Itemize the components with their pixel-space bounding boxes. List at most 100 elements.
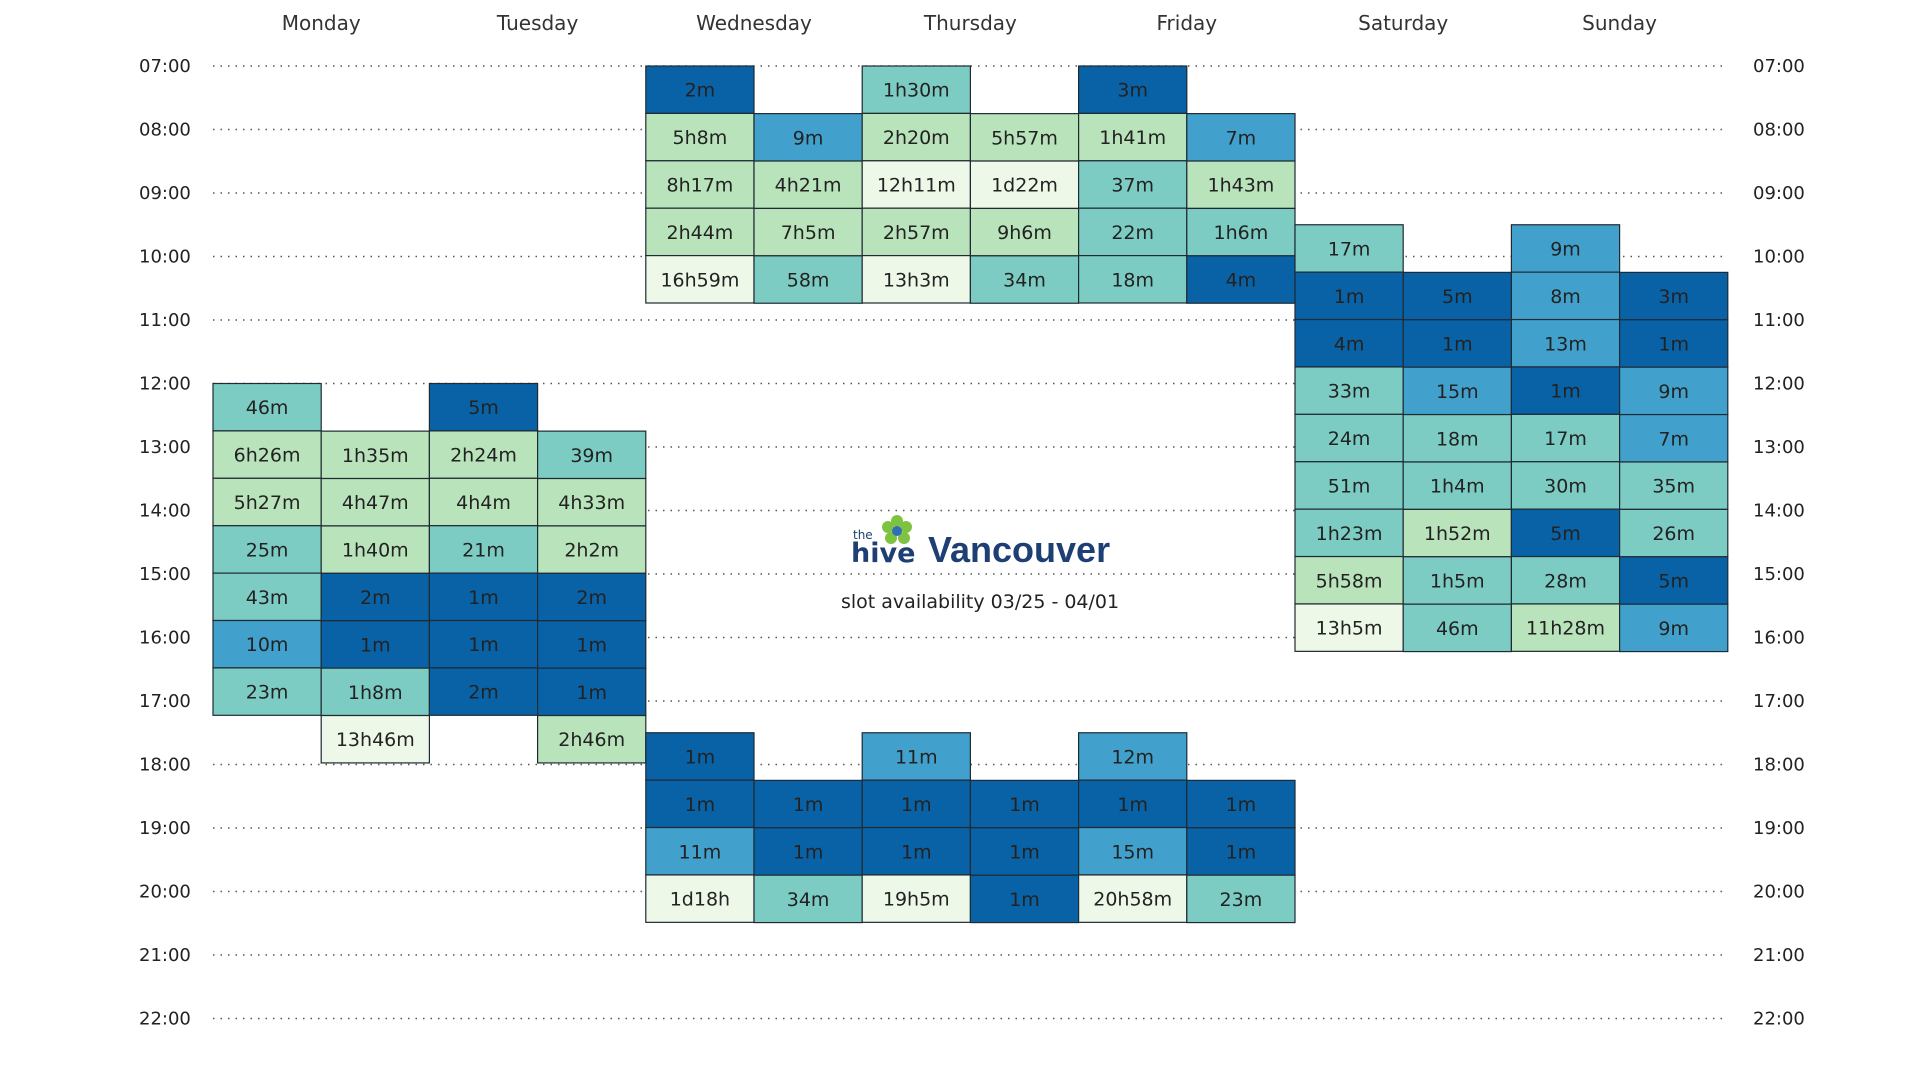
slot-value-label: 9m	[793, 127, 824, 149]
slot-block	[536, 477, 647, 527]
slot-value-label: 7h5m	[781, 222, 836, 244]
slot-block	[536, 620, 647, 669]
chart-subtitle: slot availability 03/25 - 04/01	[841, 591, 1119, 613]
slot-value-label: 11m	[895, 746, 938, 768]
slot-block	[428, 619, 539, 669]
time-label-right: 12:00	[1753, 374, 1805, 395]
slot-block	[1294, 508, 1404, 558]
slot-block	[969, 207, 1080, 257]
slot-value-label: 5m	[468, 397, 499, 419]
logo-city: Vancouver	[928, 529, 1110, 570]
slot-block	[1618, 508, 1729, 558]
slot-value-label: 2h24m	[450, 445, 517, 467]
time-label-left: 13:00	[139, 437, 191, 458]
slot-value-label: 5m	[1658, 570, 1689, 592]
slot-block	[428, 572, 539, 622]
slot-value-label: 1m	[793, 841, 824, 863]
slot-block	[969, 113, 1080, 162]
chart-title: the hive Vancouver slot availability 03/…	[841, 515, 1119, 613]
slot-block	[861, 255, 972, 304]
slot-block	[536, 667, 647, 717]
slot-value-label: 34m	[1003, 270, 1046, 292]
time-label-right: 17:00	[1753, 691, 1805, 712]
slot-block	[428, 525, 539, 574]
slot-value-label: 5h8m	[673, 127, 728, 149]
slot-block	[861, 732, 972, 781]
slot-block	[212, 477, 322, 527]
slot-value-label: 21m	[462, 539, 505, 561]
slot-value-label: 1m	[1009, 841, 1040, 863]
slot-value-label: 39m	[570, 445, 613, 467]
slot-value-label: 30m	[1544, 475, 1587, 497]
slot-value-label: 33m	[1328, 381, 1371, 403]
slot-value-label: 5m	[1442, 286, 1473, 308]
slot-value-label: 34m	[787, 889, 830, 911]
slot-block	[645, 874, 755, 923]
slot-value-label: 58m	[787, 270, 830, 292]
slot-block	[1402, 413, 1512, 463]
slot-block	[1186, 827, 1296, 876]
slot-block	[1510, 271, 1621, 321]
slot-block	[1186, 113, 1296, 162]
slot-block	[1402, 366, 1512, 416]
slot-value-label: 4m	[1334, 333, 1365, 355]
time-label-left: 22:00	[139, 1009, 191, 1030]
time-label-left: 12:00	[139, 374, 191, 395]
slot-value-label: 37m	[1111, 175, 1154, 197]
time-label-right: 11:00	[1753, 310, 1805, 331]
day-label: Saturday	[1358, 11, 1448, 35]
slot-value-label: 10m	[246, 634, 289, 656]
slot-block	[1618, 603, 1729, 653]
slot-value-label: 1m	[1658, 333, 1689, 355]
slot-value-label: 46m	[1436, 618, 1479, 640]
slot-value-label: 1m	[793, 794, 824, 816]
slot-block	[1186, 779, 1296, 829]
time-label-left: 07:00	[139, 56, 191, 77]
time-label-right: 22:00	[1753, 1009, 1805, 1030]
slot-block	[1402, 508, 1512, 558]
slot-value-label: 28m	[1544, 570, 1587, 592]
slot-block	[1510, 318, 1621, 368]
slot-block	[861, 160, 972, 209]
slot-block	[1077, 732, 1188, 781]
slot-value-label: 2m	[576, 587, 607, 609]
time-label-right: 09:00	[1753, 183, 1805, 204]
logo-the: the	[853, 528, 873, 542]
slot-value-label: 1m	[360, 634, 391, 656]
slot-block	[1294, 271, 1404, 321]
time-label-left: 10:00	[139, 247, 191, 268]
slot-value-label: 13h3m	[883, 269, 950, 291]
slot-value-label: 23m	[246, 682, 289, 704]
slot-value-label: 19h5m	[883, 889, 950, 911]
slot-block	[753, 827, 863, 876]
slot-value-label: 1m	[1009, 794, 1040, 816]
slot-block	[428, 477, 539, 527]
slot-value-label: 1m	[1226, 841, 1257, 863]
slot-value-label: 6h26m	[234, 445, 301, 467]
time-label-right: 14:00	[1753, 501, 1805, 522]
slot-value-label: 8m	[1550, 286, 1581, 308]
slot-block	[212, 619, 322, 669]
day-label: Thursday	[923, 11, 1017, 35]
slot-value-label: 17m	[1328, 238, 1371, 260]
slot-block	[1618, 461, 1729, 510]
slot-block	[1510, 413, 1621, 463]
slot-block	[536, 714, 647, 764]
slot-value-label: 1h40m	[342, 540, 409, 562]
slot-value-label: 4m	[1226, 270, 1257, 292]
slot-block	[861, 779, 972, 829]
time-label-left: 21:00	[139, 945, 191, 966]
slot-value-label: 5h58m	[1316, 570, 1383, 592]
slot-value-label: 23m	[1220, 889, 1263, 911]
slot-block	[320, 620, 431, 669]
slot-value-label: 5h57m	[991, 127, 1058, 149]
slot-value-label: 1m	[576, 634, 607, 656]
slot-value-label: 2h20m	[883, 127, 950, 149]
day-label: Tuesday	[496, 11, 579, 35]
slot-block	[1510, 224, 1621, 273]
slot-block	[1510, 461, 1621, 510]
slot-value-label: 20h58m	[1093, 889, 1172, 911]
slot-block	[1077, 65, 1188, 115]
slot-value-label: 5h27m	[234, 492, 301, 514]
slot-value-label: 4h33m	[558, 492, 625, 514]
